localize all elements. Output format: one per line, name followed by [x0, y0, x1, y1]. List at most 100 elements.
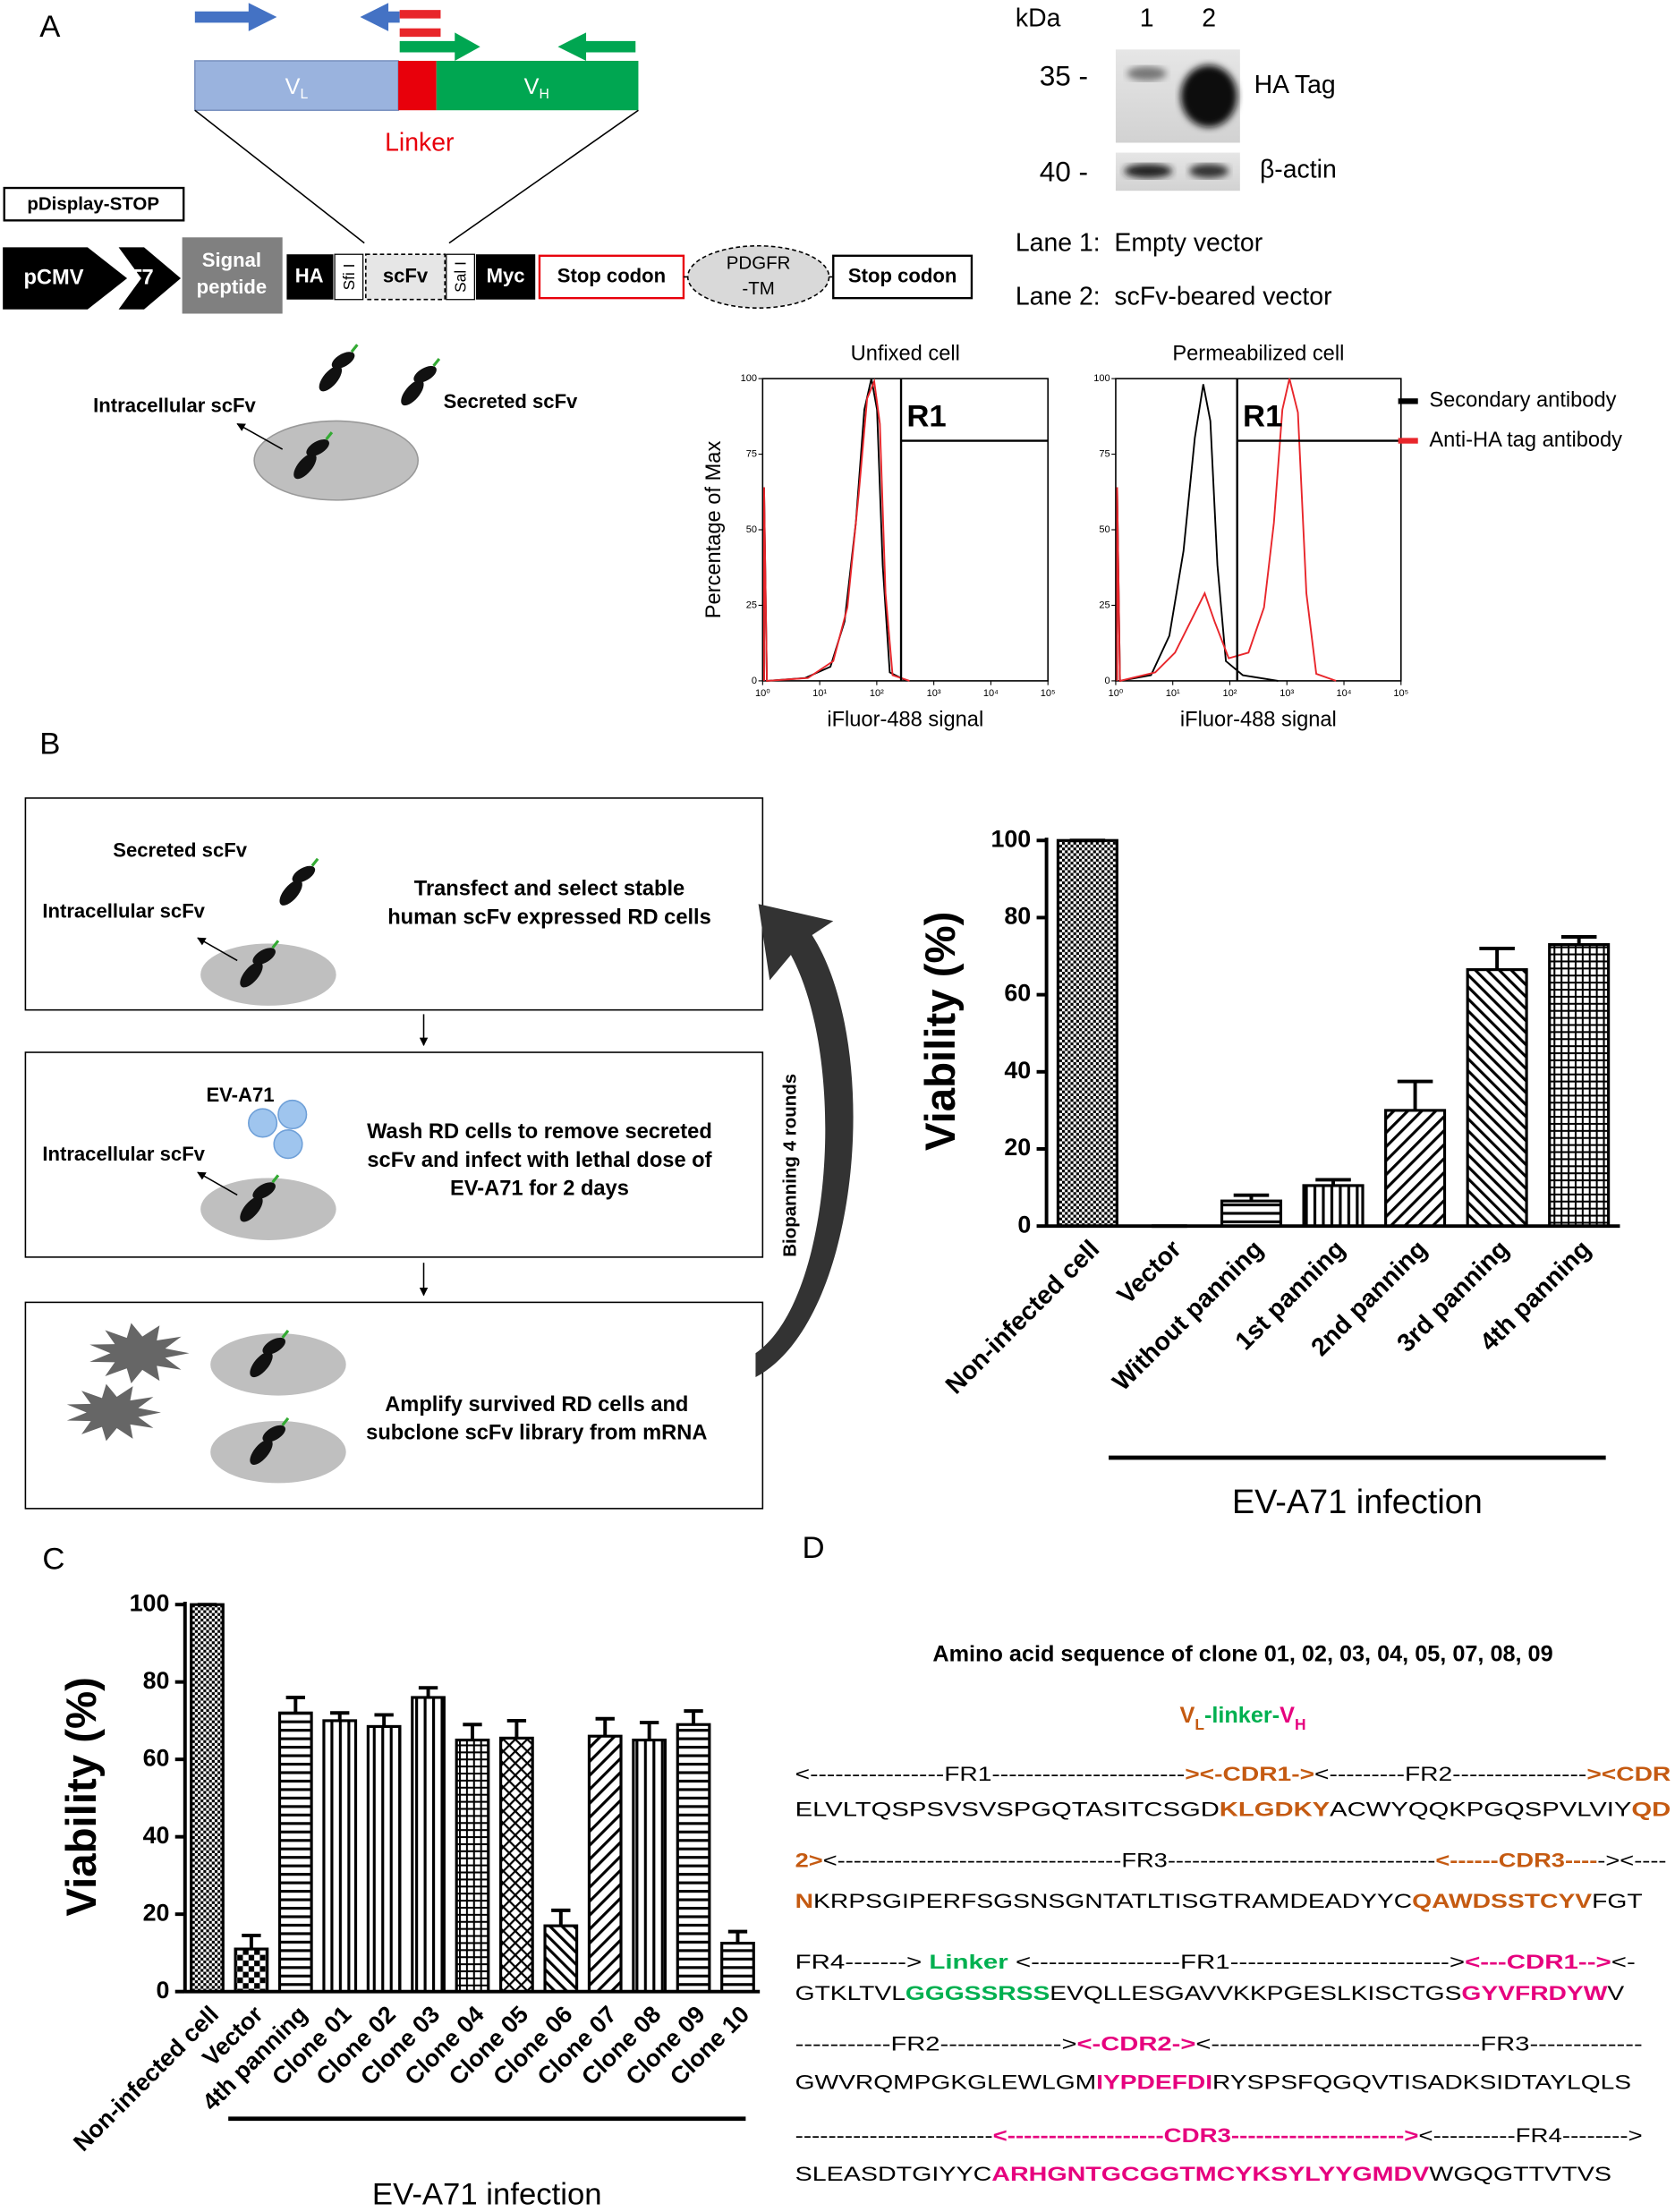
bar	[632, 1738, 667, 1994]
x-tick-label: 10²	[1223, 688, 1237, 699]
panel-label: B	[39, 727, 60, 761]
step-text: EV-A71 for 2 days	[450, 1177, 629, 1200]
gate	[899, 379, 1049, 681]
x-tick-label: 10⁵	[1393, 688, 1408, 699]
vl-label: VL	[285, 74, 309, 102]
sequence-segment: ><CDR	[1586, 1763, 1671, 1785]
bar	[455, 1738, 490, 1994]
vector-label: pDisplay-STOP	[27, 193, 159, 214]
sequence-segment: KLGDKY	[1220, 1798, 1331, 1820]
x-tick-label: Without panning	[1107, 1235, 1269, 1397]
y-tick-label: 40	[143, 1822, 170, 1849]
x-tick-label: 10²	[870, 688, 884, 699]
legend-part: V	[1280, 1703, 1295, 1728]
x-tick-label: 10³	[1280, 688, 1294, 699]
bar	[676, 1723, 711, 1994]
sequence-segment: ACWYQQKPGQSPVLVIY	[1330, 1798, 1632, 1820]
y-tick-label: 60	[1004, 980, 1031, 1007]
legend-swatch	[1398, 398, 1418, 404]
x-tick-label: 10⁰	[1109, 688, 1124, 699]
bar	[1302, 1184, 1365, 1228]
intracellular-label: Intracellular scFv	[42, 900, 205, 923]
x-tick-label: Non-infected cell	[68, 2001, 224, 2157]
gate-label: R1	[906, 399, 946, 433]
x-tick-label: 10¹	[1166, 688, 1180, 699]
y-tick-label: 25	[1099, 600, 1110, 610]
sequence-line: SLEASDTGIYYC ARHGNTGCGGTMCYKSYLYYGMDV WGQG…	[795, 2163, 1611, 2185]
lane-label: 1	[1140, 4, 1154, 33]
legend-part: L	[1195, 1714, 1204, 1732]
x-axis-label: iFluor-488 signal	[1180, 708, 1337, 731]
x-tick-label: 10⁰	[755, 688, 770, 699]
y-tick-label: 40	[1004, 1057, 1031, 1084]
sequence-line: GWVRQMPGKGLEWLGM IYPDEFDI RYSPSFQGQVTISADK…	[795, 2071, 1631, 2093]
sequence-line: <----------------FR1--------------------…	[795, 1763, 1671, 1785]
panel-label: A	[39, 10, 61, 44]
y-tick-label: 20	[1004, 1134, 1031, 1161]
legend-part: V	[1179, 1703, 1195, 1728]
construct: VL VH Linker pDisplay-STOP pCMV T7 Signa…	[3, 3, 974, 501]
bar	[190, 1603, 225, 1994]
bar	[1466, 968, 1528, 1228]
sequence-segment: <------CDR3----	[1435, 1849, 1597, 1871]
sequence-line: -----------FR2--------------> <-CDR2-> <--…	[795, 2032, 1643, 2055]
sequence-segment: <-------------------------------FR3-----…	[1195, 2032, 1642, 2055]
x-tick-label: 10⁴	[983, 688, 999, 699]
x-tick-label: 10¹	[812, 688, 827, 699]
y-tick-label: 60	[143, 1744, 170, 1771]
bar	[720, 1942, 755, 1994]
sequence-legend: VL-linker-VH	[1179, 1703, 1305, 1733]
histogram-curve	[1116, 378, 1337, 683]
sequence-segment: WGQGTTVTVS	[1429, 2163, 1611, 2185]
x-axis-label: EV-A71 infection	[372, 2178, 602, 2212]
gate	[1236, 379, 1401, 681]
flow-cytometry: Unfixed cell 0 25 50 75 100 10⁰ 10¹ 10² 10³ 10⁴ 10⁵…	[702, 343, 1622, 732]
sequence-segment: <-CDR2->	[1077, 2032, 1196, 2055]
bar	[587, 1734, 623, 1994]
y-tick-label: 50	[746, 524, 757, 535]
histogram-curve	[762, 378, 910, 682]
sequence-title: Amino acid sequence of clone 01, 02, 03,…	[932, 1642, 1552, 1667]
bar	[1220, 1199, 1283, 1228]
y-tick-label: 100	[741, 373, 757, 384]
unit-label: kDa	[1016, 4, 1061, 33]
sequence-segment: N	[795, 1890, 813, 1912]
x-axis-label: iFluor-488 signal	[827, 708, 983, 731]
y-axis-label: Viability (%)	[58, 1677, 106, 1916]
bar	[1384, 1109, 1447, 1228]
sequence-segment: <----------FR4-------->	[1418, 2124, 1642, 2147]
y-tick-label: 100	[1093, 373, 1110, 384]
sequence-segment: ARHGNTGCGGTMCYKSYLYYGMDV	[991, 2163, 1429, 2185]
myc-label: Myc	[487, 264, 525, 286]
step-text: Wash RD cells to remove secreted	[367, 1120, 712, 1144]
sequence-line: 2> <-----------------------------------FR…	[795, 1849, 1667, 1871]
bar	[277, 1711, 313, 1994]
sequence-segment: Linker	[929, 1951, 1008, 1973]
legend-swatch	[1398, 438, 1418, 444]
sequence-segment: ------------------------	[795, 2124, 993, 2147]
legend-label: Secondary antibody	[1429, 389, 1616, 413]
plot-title: Permeabilized cell	[1172, 343, 1344, 366]
western-blot: kDa 1 2 35 - 40 - HA Tag β-actin Lane 1:…	[1016, 4, 1337, 311]
sequence-segment: IYPDEFDI	[1096, 2071, 1212, 2093]
sequence-segment: EVQLLESGAVVKKPGESLKISCTGS	[1050, 1982, 1461, 2004]
dead-cell	[89, 1323, 190, 1384]
legend-part: H	[1295, 1714, 1306, 1732]
signal-label: Signal	[202, 249, 261, 271]
bar	[1548, 943, 1611, 1228]
y-tick-label: 80	[143, 1667, 170, 1694]
sequence-segment: QAWDSSTCYV	[1412, 1890, 1592, 1912]
lane-legend: Lane 2: scFv-beared vector	[1016, 283, 1332, 311]
linker-label: Linker	[385, 129, 454, 157]
step-text: human scFv expressed RD cells	[387, 906, 711, 929]
panel-label: C	[42, 1542, 64, 1576]
workflow: Secreted scFv Intracellular scFv EV-A71 …	[24, 797, 854, 1510]
vl-main: V	[285, 74, 301, 99]
sequence-segment: FGT	[1592, 1890, 1643, 1912]
plot-frame	[761, 378, 1049, 682]
cycle-label: Biopanning 4 rounds	[779, 1074, 800, 1257]
sequence-segment: <-----------------FR1-------------------…	[1008, 1951, 1465, 1973]
sequence-segment: <-------------------CDR3----------------…	[993, 2124, 1419, 2147]
